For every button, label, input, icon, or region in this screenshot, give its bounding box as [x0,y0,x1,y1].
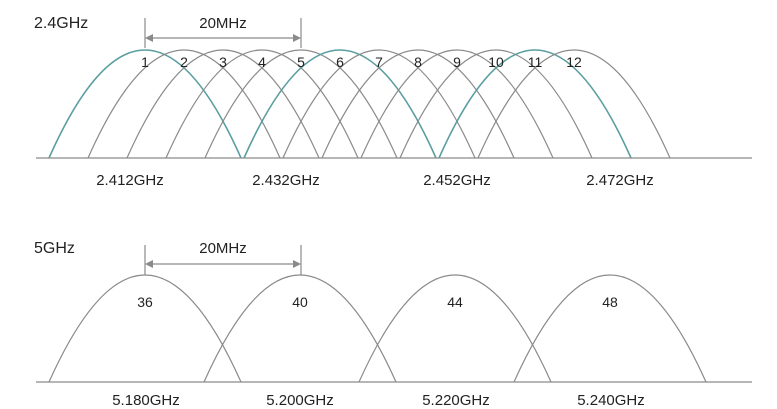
arrow-right-icon [293,34,301,42]
arrow-right-icon [293,260,301,268]
channel-curves-2-4ghz [48,49,671,159]
channel-curve-4 [165,49,359,159]
arrow-left-icon [145,34,153,42]
channel-label-7: 7 [375,54,383,70]
band-5ghz: 5GHz 20MHz 36 40 44 48 5.180GHz 5.200GHz 5.… [34,240,752,409]
channel-curve-3 [126,49,320,159]
channel-curve-9 [360,49,554,159]
band-2-4ghz: 2.4GHz 20MHz 1 2 3 4 5 6 7 8 9 10 11 12 2.412GHz 2.… [34,15,752,189]
channel-label-40: 40 [292,294,308,310]
freq-label-5-180: 5.180GHz [112,392,180,409]
channel-label-3: 3 [219,54,227,70]
freq-label-2-412: 2.412GHz [96,172,164,189]
channel-label-1: 1 [141,54,149,70]
channel-curve-1 [48,49,242,159]
channel-label-2: 2 [180,54,188,70]
channel-curve-6 [243,49,437,159]
width-label-5ghz: 20MHz [199,240,247,257]
channel-label-10: 10 [488,54,504,70]
freq-label-5-240: 5.240GHz [577,392,645,409]
channel-labels-2-4ghz: 1 2 3 4 5 6 7 8 9 10 11 12 [141,54,582,70]
channel-label-44: 44 [447,294,463,310]
channel-label-12: 12 [566,54,582,70]
channel-curve-5 [204,49,398,159]
freq-label-5-200: 5.200GHz [266,392,334,409]
channel-curve-11 [438,49,632,159]
width-label-2-4ghz: 20MHz [199,15,247,32]
channel-label-48: 48 [602,294,618,310]
channel-curve-7 [282,49,476,159]
channel-label-5: 5 [297,54,305,70]
channel-label-36: 36 [137,294,153,310]
channel-labels-5ghz: 36 40 44 48 [137,294,618,310]
freq-label-2-472: 2.472GHz [586,172,654,189]
band-5ghz-title: 5GHz [34,240,75,257]
width-indicator-2-4ghz: 20MHz [144,15,302,48]
channel-label-4: 4 [258,54,266,70]
channel-curve-44 [358,274,552,383]
channel-curve-48 [513,274,707,383]
channel-label-11: 11 [528,54,543,70]
width-indicator-5ghz: 20MHz [144,240,302,275]
channel-curve-8 [321,49,515,159]
band-2-4ghz-title: 2.4GHz [34,15,88,32]
arrow-left-icon [145,260,153,268]
channel-curve-2 [87,49,281,159]
freq-label-2-432: 2.432GHz [252,172,320,189]
channel-curves-5ghz [48,274,707,383]
channel-curve-12 [477,49,671,159]
channel-label-8: 8 [414,54,422,70]
freq-label-2-452: 2.452GHz [423,172,491,189]
channel-curve-10 [399,49,593,159]
channel-label-9: 9 [453,54,461,70]
channel-label-6: 6 [336,54,344,70]
channel-curve-36 [48,274,242,383]
channel-curve-40 [203,274,397,383]
freq-label-5-220: 5.220GHz [422,392,490,409]
